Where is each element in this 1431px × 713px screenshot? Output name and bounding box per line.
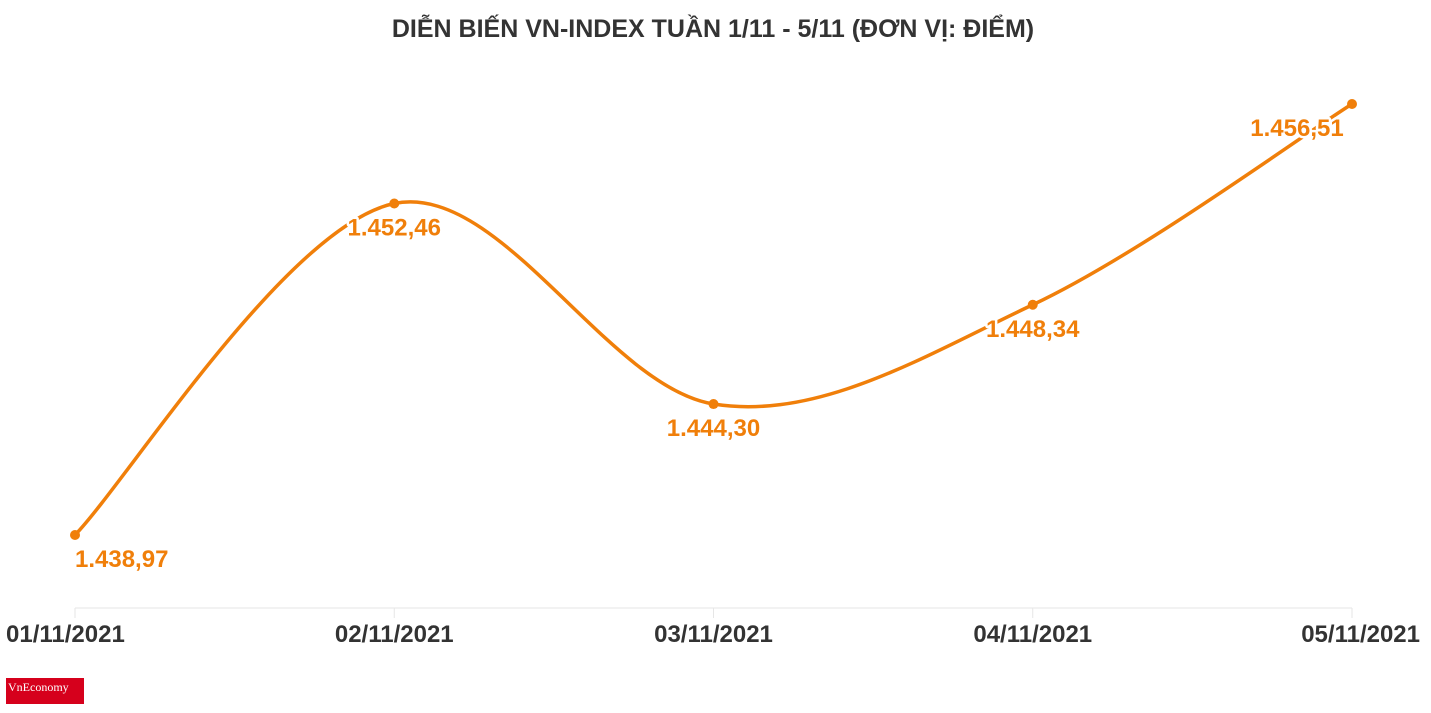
x-axis-tick-label: 01/11/2021: [6, 621, 125, 648]
x-axis-tick-label: 02/11/2021: [335, 621, 454, 648]
x-axis-tick-label: 04/11/2021: [973, 621, 1092, 648]
data-point: [389, 198, 400, 209]
data-label: 1.448,34: [986, 316, 1080, 343]
data-point: [70, 530, 80, 540]
data-labels: 1.438,97 1.452,46 1.444,30 1.448,34 1.456,51: [73, 113, 1347, 576]
data-point: [1347, 99, 1357, 109]
logo-text: VnEconomy: [8, 680, 69, 694]
data-label: 1.444,30: [667, 415, 760, 442]
x-axis-tick-label: 03/11/2021: [654, 621, 773, 648]
data-point: [1027, 299, 1038, 310]
chart-title: DIỄN BIẾN VN-INDEX TUẦN 1/11 - 5/11 (ĐƠN…: [392, 13, 1034, 43]
vneconomy-logo: VnEconomy: [6, 678, 84, 704]
data-label: 1.456,51: [1250, 115, 1343, 142]
series-line-layer: [73, 102, 1354, 537]
x-axis-tick-labels: 01/11/2021 02/11/2021 03/11/2021 04/11/2021…: [6, 621, 1420, 648]
data-point: [708, 399, 719, 410]
data-label: 1.452,46: [348, 215, 441, 242]
x-axis-tick-label: 05/11/2021: [1301, 621, 1420, 648]
data-label: 1.438,97: [75, 546, 168, 573]
data-points: [70, 99, 1357, 540]
series-line: [73, 102, 1354, 537]
x-axis-ticks: [74, 608, 1353, 618]
